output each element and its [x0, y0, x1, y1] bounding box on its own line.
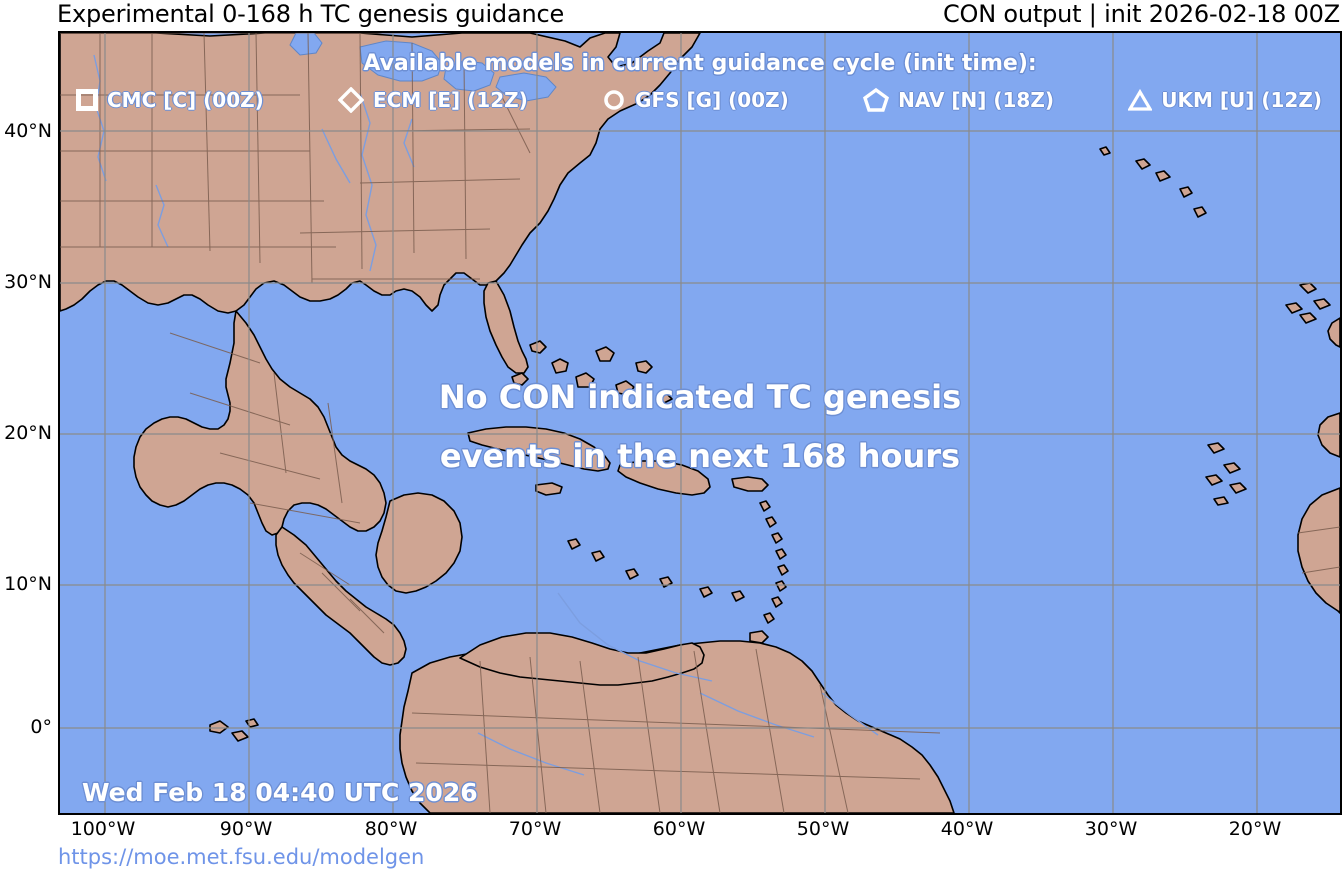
legend-item-ecm[interactable]: ECM [E] (12Z)	[338, 87, 528, 113]
model-run-info: CON output | init 2026-02-18 00Z	[942, 0, 1340, 28]
lat-label-40n: 40°N	[4, 120, 52, 142]
legend-item-ukm[interactable]: UKM [U] (12Z)	[1128, 88, 1322, 112]
lat-label-30n: 30°N	[4, 271, 52, 293]
lat-label-10n: 10°N	[4, 573, 52, 595]
model-legend: CMC [C] (00Z) ECM [E] (12Z) GFS [G] (00Z…	[60, 87, 1340, 113]
lon-label-90w: 90°W	[219, 818, 273, 840]
lon-label-100w: 100°W	[70, 818, 136, 840]
square-icon	[76, 89, 98, 111]
lon-label-70w: 70°W	[508, 818, 562, 840]
legend-item-gfs[interactable]: GFS [G] (00Z)	[602, 88, 789, 112]
lat-label-0: 0°	[30, 716, 52, 738]
page-title: Experimental 0-168 h TC genesis guidance	[57, 0, 565, 28]
legend-item-nav[interactable]: NAV [N] (18Z)	[863, 87, 1054, 113]
legend-label-gfs: GFS [G] (00Z)	[635, 88, 789, 112]
genesis-map[interactable]: Available models in current guidance cyc…	[58, 31, 1342, 815]
pentagon-icon	[863, 87, 890, 112]
triangle-icon	[1128, 88, 1153, 111]
legend-item-cmc[interactable]: CMC [C] (00Z)	[76, 88, 264, 112]
lon-label-40w: 40°W	[940, 818, 994, 840]
lon-label-30w: 30°W	[1084, 818, 1138, 840]
legend-label-ukm: UKM [U] (12Z)	[1161, 88, 1322, 112]
legend-label-nav: NAV [N] (18Z)	[898, 88, 1054, 112]
lon-label-60w: 60°W	[652, 818, 706, 840]
diamond-icon	[338, 87, 365, 113]
lat-label-20n: 20°N	[4, 422, 52, 444]
title-bar: Experimental 0-168 h TC genesis guidance…	[0, 0, 1342, 31]
legend-label-cmc: CMC [C] (00Z)	[107, 88, 264, 112]
lon-label-80w: 80°W	[364, 818, 418, 840]
map-canvas: Available models in current guidance cyc…	[60, 33, 1340, 813]
lon-label-50w: 50°W	[796, 818, 850, 840]
map-geography	[60, 33, 1340, 813]
source-url-link[interactable]: https://moe.met.fsu.edu/modelgen	[58, 845, 425, 869]
lon-label-20w: 20°W	[1228, 818, 1282, 840]
circle-icon	[604, 90, 624, 110]
legend-label-ecm: ECM [E] (12Z)	[373, 88, 528, 112]
